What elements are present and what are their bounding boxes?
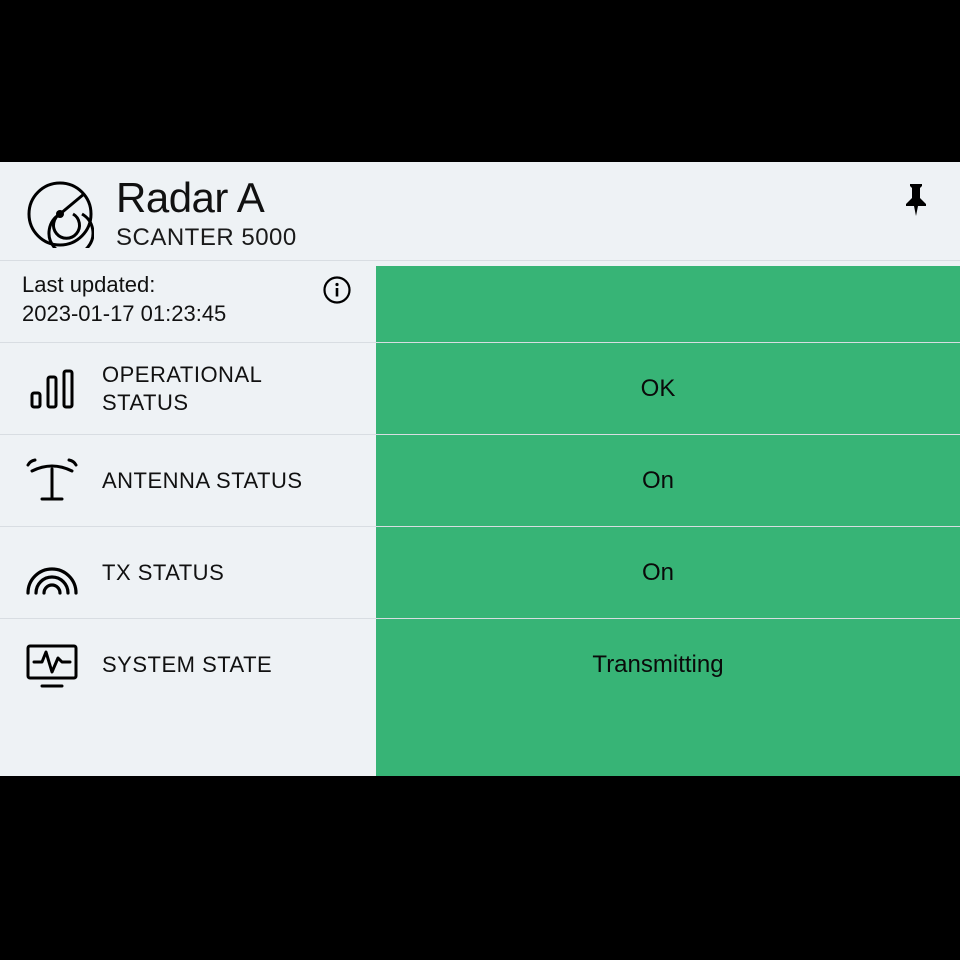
last-updated-row: Last updated: 2023-01-17 01:23:45 — [0, 260, 960, 342]
radar-status-panel: Radar A SCANTER 5000 Last updated: 2023-… — [0, 162, 960, 776]
status-value: On — [376, 467, 960, 495]
status-row-system: SYSTEM STATE Transmitting — [0, 618, 960, 710]
status-row-operational: OPERATIONALSTATUS OK — [0, 342, 960, 434]
last-updated-left: Last updated: 2023-01-17 01:23:45 — [0, 261, 376, 342]
status-row-antenna: ANTENNA STATUS On — [0, 434, 960, 526]
header-titles: Radar A SCANTER 5000 — [116, 176, 880, 252]
status-label: SYSTEM STATE — [102, 651, 272, 679]
arcs-icon — [24, 545, 80, 601]
pin-button[interactable] — [900, 176, 932, 223]
status-rows: OPERATIONALSTATUS OK ANTENNA STATUS — [0, 342, 960, 710]
status-label: TX STATUS — [102, 559, 224, 587]
monitor-icon — [24, 637, 80, 693]
status-value: Transmitting — [376, 651, 960, 679]
radar-icon — [24, 178, 96, 250]
antenna-icon — [24, 453, 80, 509]
panel-subtitle: SCANTER 5000 — [116, 224, 880, 252]
status-label: OPERATIONALSTATUS — [102, 361, 262, 416]
info-button[interactable] — [322, 271, 356, 310]
status-row-tx: TX STATUS On — [0, 526, 960, 618]
status-value: On — [376, 559, 960, 587]
status-value: OK — [376, 375, 960, 403]
last-updated-timestamp: 2023-01-17 01:23:45 — [22, 300, 322, 329]
panel-title: Radar A — [116, 176, 880, 220]
bars-icon — [24, 361, 80, 417]
last-updated-label: Last updated: — [22, 271, 322, 300]
status-label: ANTENNA STATUS — [102, 467, 303, 495]
panel-header: Radar A SCANTER 5000 — [0, 162, 960, 260]
